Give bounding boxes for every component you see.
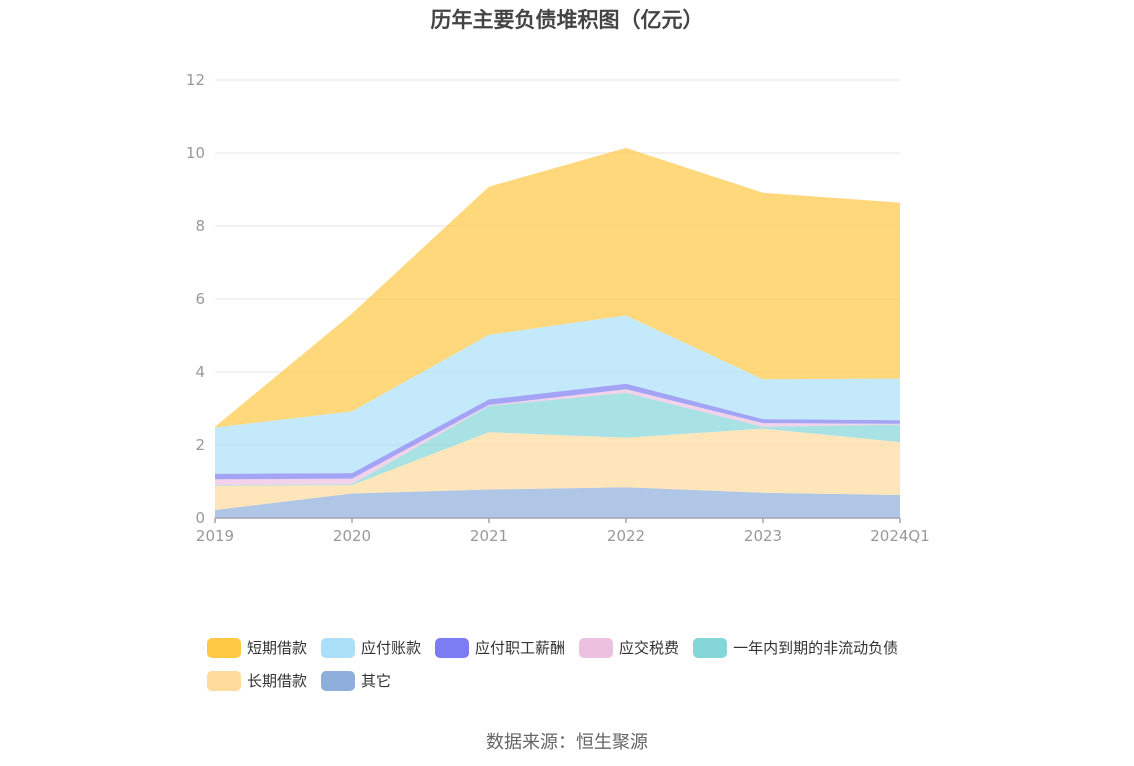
y-axis-labels: 0 2 4 6 8 10 12 bbox=[186, 71, 205, 527]
y-tick-label: 10 bbox=[186, 144, 205, 162]
chart-title: 历年主要负债堆积图（亿元） bbox=[430, 8, 704, 32]
area-应付职工薪酬 bbox=[215, 383, 900, 480]
legend-item[interactable]: 应付职工薪酬 bbox=[435, 631, 565, 664]
legend-label: 应付账款 bbox=[361, 639, 422, 657]
area-应交税费 bbox=[215, 389, 900, 486]
legend-item[interactable]: 其它 bbox=[321, 664, 391, 697]
x-tick-label: 2022 bbox=[607, 527, 645, 545]
legend-swatch bbox=[693, 637, 728, 658]
legend: 短期借款 应付账款 应付职工薪酬 应交税费 一年内到期的非流动负债长期借款 其它 bbox=[207, 631, 967, 697]
area-一年内到期的非流动负债 bbox=[215, 392, 900, 486]
y-tick-label: 12 bbox=[186, 71, 205, 89]
y-tick-label: 8 bbox=[195, 217, 205, 235]
legend-label: 长期借款 bbox=[247, 672, 308, 690]
legend-items: 短期借款 应付账款 应付职工薪酬 应交税费 一年内到期的非流动负债长期借款 其它 bbox=[207, 631, 967, 697]
legend-item[interactable]: 一年内到期的非流动负债 bbox=[693, 631, 898, 664]
y-tick-label: 0 bbox=[195, 509, 205, 527]
stacked-area-chart: 0 2 4 6 8 10 12 2019 2020 2021 2022 2023 2024Q1 bbox=[186, 71, 930, 545]
legend-item[interactable]: 长期借款 bbox=[207, 664, 307, 697]
area-其它 bbox=[215, 487, 900, 518]
legend-item[interactable]: 应交税费 bbox=[579, 631, 679, 664]
legend-label: 短期借款 bbox=[247, 639, 308, 657]
legend-label: 应付职工薪酬 bbox=[475, 639, 566, 657]
x-tick-label: 2021 bbox=[470, 527, 508, 545]
y-tick-label: 4 bbox=[195, 363, 205, 381]
data-source: 数据来源：恒生聚源 bbox=[486, 732, 648, 753]
area-长期借款 bbox=[215, 428, 900, 510]
area-短期借款 bbox=[215, 147, 900, 428]
legend-swatch bbox=[207, 637, 241, 658]
legend-swatch bbox=[207, 670, 241, 691]
x-axis bbox=[214, 517, 901, 523]
legend-label: 应交税费 bbox=[619, 639, 680, 657]
legend-item[interactable]: 短期借款 bbox=[207, 631, 307, 664]
legend-item[interactable]: 应付账款 bbox=[321, 631, 421, 664]
legend-label: 一年内到期的非流动负债 bbox=[733, 639, 899, 657]
x-tick-label: 2020 bbox=[333, 527, 371, 545]
x-tick-label: 2019 bbox=[196, 527, 234, 545]
legend-swatch bbox=[321, 637, 356, 658]
legend-swatch bbox=[579, 637, 614, 658]
legend-label: 其它 bbox=[361, 672, 392, 690]
y-tick-label: 6 bbox=[195, 290, 205, 308]
legend-swatch bbox=[435, 637, 470, 658]
x-tick-label: 2023 bbox=[744, 527, 782, 545]
y-tick-label: 2 bbox=[195, 436, 205, 454]
area-应付账款 bbox=[215, 315, 900, 474]
x-tick-label: 2024Q1 bbox=[870, 527, 930, 545]
x-axis-labels: 2019 2020 2021 2022 2023 2024Q1 bbox=[196, 527, 930, 545]
legend-swatch bbox=[321, 670, 356, 691]
area-layer bbox=[215, 147, 900, 518]
